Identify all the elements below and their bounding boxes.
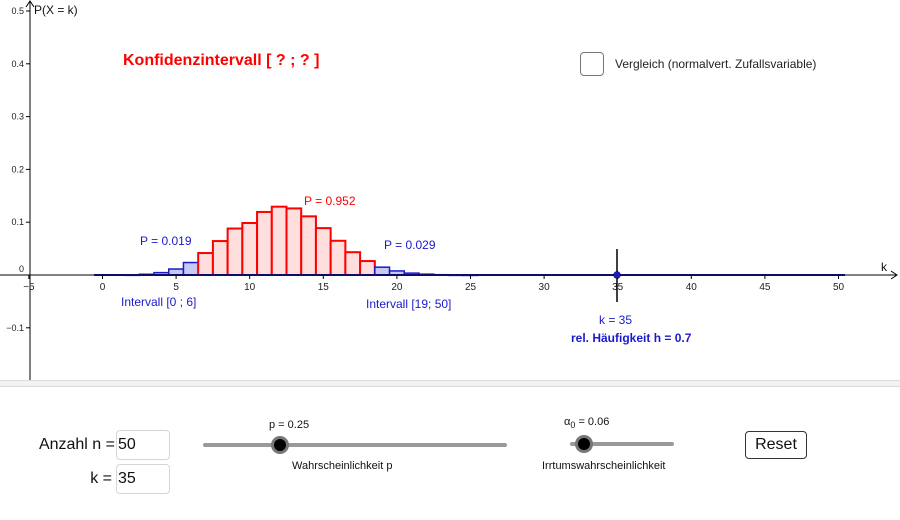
- p-slider-caption: Wahrscheinlichkeit p: [292, 460, 393, 472]
- y-tick-label: 0.5: [11, 6, 24, 16]
- x-tick-label: 25: [465, 282, 477, 293]
- histogram-bar: [329, 239, 347, 276]
- graphics-view[interactable]: −5 0 5 10 15 20 25 30 35 40 45 50 −0.1 0 0.1 0.2 0.3 0.4…: [0, 0, 900, 380]
- p-slider-track[interactable]: [203, 443, 507, 447]
- relative-frequency-label: rel. Häufigkeit h = 0.7: [571, 331, 692, 345]
- y-tick-label: 0.3: [11, 112, 24, 122]
- p-right-label: P = 0.029: [384, 238, 436, 252]
- x-tick-label: 10: [244, 282, 256, 293]
- alpha-slider-value: α0 = 0.06: [564, 416, 609, 430]
- comparison-checkbox[interactable]: [580, 52, 604, 76]
- y-tick-label: 0: [19, 264, 24, 274]
- comparison-checkbox-row[interactable]: Vergleich (normalvert. Zufallsvariable): [580, 52, 816, 76]
- x-axis-arrow-icon: [890, 270, 898, 280]
- comparison-checkbox-label: Vergleich (normalvert. Zufallsvariable): [615, 57, 817, 71]
- histogram-bar: [182, 261, 199, 276]
- histogram-bar: [241, 221, 259, 277]
- x-tick-label: −5: [23, 282, 35, 293]
- x-tick-label: 20: [391, 282, 403, 293]
- histogram-bar: [197, 252, 214, 277]
- y-tick-label: 0.4: [11, 59, 24, 69]
- y-tick-label: −0.1: [6, 323, 24, 333]
- view-divider: [0, 380, 900, 387]
- alpha-symbol: α: [564, 416, 571, 428]
- y-axis-arrow-icon: [25, 0, 35, 8]
- histogram-bar: [314, 227, 332, 276]
- interval-right-label: Intervall [19; 50]: [366, 297, 452, 311]
- x-tick-label: 0: [100, 282, 106, 293]
- reset-button[interactable]: Reset: [745, 431, 807, 459]
- p-slider-knob[interactable]: [271, 436, 289, 454]
- histogram-bar: [344, 251, 362, 276]
- n-input[interactable]: [116, 430, 170, 460]
- interval-left-label: Intervall [0 ; 6]: [121, 295, 197, 309]
- y-ticks: −0.1 0 0.1 0.2 0.3 0.4 0.5: [6, 6, 30, 333]
- alpha-slider-knob[interactable]: [575, 435, 593, 453]
- x-ticks: −5 0 5 10 15 20 25 30 35 40 45 50: [23, 275, 844, 293]
- alpha-value: = 0.06: [578, 416, 610, 428]
- x-tick-label: 40: [686, 282, 698, 293]
- histogram-bar: [359, 260, 376, 276]
- x-tick-label: 5: [173, 282, 179, 293]
- histogram-bar: [256, 210, 273, 277]
- histogram-bar: [374, 266, 391, 276]
- x-tick-label: 35: [612, 282, 624, 293]
- n-field-label: Anzahl n =: [38, 436, 115, 453]
- x-tick-label: 50: [833, 282, 845, 293]
- alpha-subscript: 0: [570, 420, 576, 431]
- x-tick-label: 45: [759, 282, 771, 293]
- histogram-bar: [211, 240, 229, 277]
- x-axis-label: k: [881, 260, 887, 274]
- p-slider-value: p = 0.25: [269, 419, 310, 431]
- histogram-bar: [270, 205, 288, 276]
- histogram-bar: [300, 215, 317, 277]
- alpha-slider-track[interactable]: [570, 442, 674, 446]
- confidence-interval-title: Konfidenzintervall [ ? ; ? ]: [123, 52, 320, 69]
- k-value-label: k = 35: [599, 313, 633, 327]
- histogram-bar: [226, 227, 244, 276]
- p-left-label: P = 0.019: [140, 234, 192, 248]
- k-point[interactable]: [613, 271, 621, 279]
- k-input[interactable]: [116, 464, 170, 494]
- k-field-label: k =: [90, 470, 112, 487]
- y-axis-label: P(X = k): [34, 3, 78, 17]
- histogram-bar: [285, 207, 303, 277]
- p-center-label: P = 0.952: [304, 194, 356, 208]
- x-tick-label: 15: [318, 282, 330, 293]
- alpha-slider-caption: Irrtumswahrscheinlichkeit: [542, 460, 666, 472]
- y-tick-label: 0.1: [11, 217, 24, 227]
- y-tick-label: 0.2: [11, 164, 24, 174]
- x-tick-label: 30: [539, 282, 551, 293]
